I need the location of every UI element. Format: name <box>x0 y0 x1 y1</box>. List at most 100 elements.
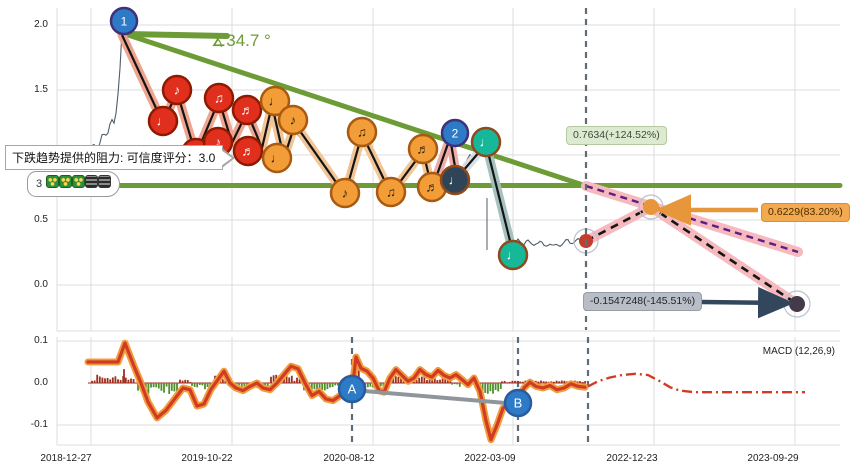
macd-hist-bar <box>150 383 152 388</box>
rating-icon-filled <box>46 175 60 188</box>
macd-hist-bar <box>313 383 316 390</box>
macd-hist-bar <box>181 380 184 383</box>
note-marker-orange[interactable] <box>329 177 361 209</box>
macd-hist-bar <box>152 383 155 388</box>
note-icon: ♪ <box>342 186 349 201</box>
macd-hist-bar <box>198 383 201 386</box>
macd-hist-bar <box>497 383 500 392</box>
macd-hist-bar <box>392 376 395 383</box>
wave-point-2[interactable] <box>440 118 470 148</box>
note-marker-navy[interactable] <box>439 164 471 196</box>
macd-hist-bar <box>584 381 587 383</box>
macd-hist-bar <box>191 383 193 386</box>
x-axis-label: 2018-12-27 <box>40 453 92 464</box>
callout-arrow-icon-inner <box>221 149 233 166</box>
note-icon: ♬ <box>242 144 255 159</box>
stop-dot <box>789 296 805 312</box>
macd-hist-bar <box>157 383 160 389</box>
downtrend-line <box>119 30 589 189</box>
macd-hist-bar <box>369 383 372 387</box>
macd-hist-bar <box>266 383 269 387</box>
macd-hist-bar <box>137 383 139 391</box>
macd-hist-bar <box>104 378 106 383</box>
macd-hist-bar <box>127 379 130 383</box>
rating-icon-empty <box>85 175 99 188</box>
macd-hist-bar <box>204 383 206 390</box>
stop-value-label[interactable]: -0.1547248(-145.51%) <box>583 292 703 311</box>
macd-hist-bar <box>206 383 209 387</box>
note-marker-orange[interactable] <box>346 116 378 148</box>
resistance-value-label[interactable]: 0.7634(+124.52%) <box>566 126 667 145</box>
wave-point-label: 2 <box>452 127 459 141</box>
macd-hist-bar <box>484 383 487 393</box>
macd-hist-bar <box>246 383 248 385</box>
macd-hist-bar <box>184 379 187 383</box>
macd-hist-bar <box>124 377 127 383</box>
note-icon: ♬ <box>417 142 430 157</box>
macd-hist-bar <box>111 377 114 383</box>
macd-hist-bar <box>336 383 339 386</box>
macd-hist-bar <box>420 376 423 383</box>
macd-hist-bar <box>310 383 313 393</box>
trend-angle-label: ∡34.7 ° <box>211 31 271 50</box>
macd-hist-bar <box>426 380 428 383</box>
note-marker-orange[interactable] <box>407 133 439 165</box>
macd-y-axis-label: 0.0 <box>34 377 48 388</box>
x-axis-label: 2020-08-12 <box>323 453 375 464</box>
macd-hist-bar <box>366 383 369 388</box>
stop-arrow <box>701 286 794 319</box>
note-marker-teal[interactable] <box>470 126 502 158</box>
macd-hist-bar <box>264 383 267 385</box>
macd-projection-line <box>587 372 805 394</box>
price-line <box>87 29 585 251</box>
macd-hist-bar <box>446 380 449 383</box>
main-y-axis-label: 1.5 <box>34 84 48 95</box>
macd-hist-bar <box>285 374 288 383</box>
x-axis-label: 2023-09-29 <box>747 453 799 464</box>
macd-hist-bar <box>221 379 224 383</box>
note-marker-orange[interactable] <box>277 104 309 136</box>
note-icon: ♬ <box>426 180 439 195</box>
note-marker-red[interactable] <box>203 82 235 114</box>
macd-hist-bar <box>272 375 275 383</box>
note-marker-red[interactable] <box>161 74 193 106</box>
macd-point-A[interactable] <box>337 374 367 404</box>
macd-hist-bar <box>106 377 109 383</box>
macd-point-B[interactable] <box>503 388 533 418</box>
angle-wedge-line <box>121 31 230 39</box>
target-value-label[interactable]: 0.6229(83.20%) <box>761 203 850 222</box>
macd-hist-bar <box>431 378 434 383</box>
macd-hist-bar <box>444 378 447 383</box>
macd-hist-bar <box>117 379 119 383</box>
note-marker-red[interactable] <box>147 105 179 137</box>
wave-point-label: 1 <box>121 15 128 29</box>
macd-hist-bar <box>521 381 524 383</box>
note-marker-orange[interactable] <box>259 85 291 117</box>
macd-point-label: A <box>348 382 357 397</box>
macd-hist-bar <box>331 383 334 387</box>
note-icon: ♪ <box>215 135 222 150</box>
macd-hist-bar <box>238 383 241 386</box>
macd-hist-bar <box>163 383 165 393</box>
note-marker-teal[interactable] <box>497 239 529 271</box>
rating-icon-filled <box>59 175 73 188</box>
macd-hist-bar <box>329 383 331 388</box>
note-marker-orange[interactable] <box>375 176 407 208</box>
macd-hist-bar <box>296 377 298 383</box>
note-icon: ♩ <box>449 173 462 188</box>
note-icon: ♫ <box>386 185 396 200</box>
macd-hist-bar <box>176 383 178 392</box>
macd-hist-bar <box>147 383 150 394</box>
wave-point-1[interactable] <box>109 6 139 36</box>
note-marker-red[interactable] <box>231 94 263 126</box>
macd-hist-bar <box>193 383 196 387</box>
note-marker-orange[interactable] <box>261 142 293 174</box>
macd-hist-bar <box>293 380 296 383</box>
macd-hist-bar <box>519 381 522 383</box>
macd-hist-bar <box>418 377 421 383</box>
credibility-score: 3 <box>36 178 43 190</box>
macd-hist-bar <box>318 383 321 389</box>
macd-hist-bar <box>201 383 204 386</box>
rating-icon-empty <box>98 175 112 188</box>
